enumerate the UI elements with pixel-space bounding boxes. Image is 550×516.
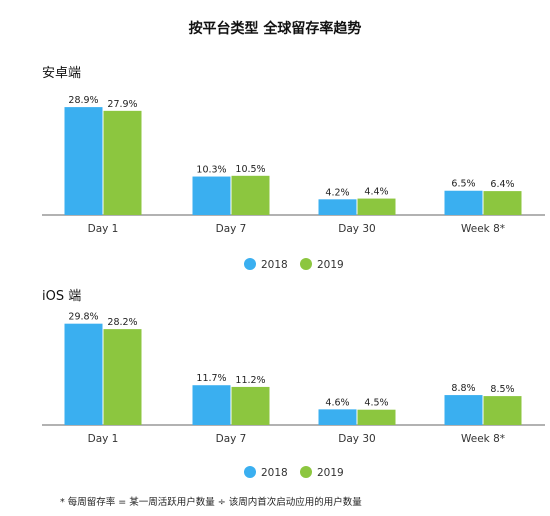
bar-2018-day1 bbox=[64, 107, 103, 215]
bar-2019-day1 bbox=[103, 329, 142, 425]
android-retention-chart: 28.9% 27.9% Day 1 10.3% 10.5% Day 7 4.2% 4.4% Da… bbox=[42, 95, 545, 271]
bar-2019-week8 bbox=[483, 191, 522, 215]
data-label: 8.8% bbox=[451, 383, 475, 394]
data-label: 10.5% bbox=[235, 164, 265, 175]
data-label: 6.4% bbox=[490, 179, 514, 190]
data-label: 4.6% bbox=[325, 397, 349, 408]
bar-2019-week8 bbox=[483, 396, 522, 425]
legend-label-2018: 2018 bbox=[261, 467, 288, 479]
x-tick-label: Day 1 bbox=[88, 433, 119, 445]
bar-2019-day30 bbox=[357, 409, 396, 425]
data-label: 4.5% bbox=[364, 398, 388, 409]
page-title: 按平台类型 全球留存率趋势 bbox=[188, 21, 362, 37]
bar-2019-day7 bbox=[231, 386, 270, 425]
x-tick-label: Day 30 bbox=[338, 433, 375, 445]
bar-2019-day7 bbox=[231, 175, 270, 215]
bar-2019-day30 bbox=[357, 198, 396, 215]
ios-section-label: iOS 端 bbox=[42, 289, 82, 304]
data-label: 11.2% bbox=[235, 375, 265, 386]
bar-2018-day7 bbox=[192, 176, 231, 215]
bar-2018-day7 bbox=[192, 385, 231, 425]
x-tick-label: Week 8* bbox=[461, 433, 505, 445]
x-tick-label: Week 8* bbox=[461, 223, 505, 235]
data-label: 27.9% bbox=[107, 99, 137, 110]
data-label: 11.7% bbox=[196, 373, 226, 384]
bar-2018-day1 bbox=[64, 323, 103, 425]
bar-2018-day30 bbox=[318, 409, 357, 425]
legend-marker-2018 bbox=[244, 258, 256, 270]
data-label: 6.5% bbox=[451, 179, 475, 190]
x-tick-label: Day 7 bbox=[216, 223, 247, 235]
x-tick-label: Day 30 bbox=[338, 223, 375, 235]
legend-label-2019: 2019 bbox=[317, 467, 344, 479]
legend-label-2018: 2018 bbox=[261, 259, 288, 271]
data-label: 4.2% bbox=[325, 187, 349, 198]
bar-2018-day30 bbox=[318, 199, 357, 215]
bar-2018-week8 bbox=[444, 395, 483, 425]
x-tick-label: Day 1 bbox=[88, 223, 119, 235]
legend-marker-2019 bbox=[300, 466, 312, 478]
legend-marker-2018 bbox=[244, 466, 256, 478]
data-label: 8.5% bbox=[490, 384, 514, 395]
bar-2018-week8 bbox=[444, 190, 483, 215]
data-label: 28.9% bbox=[68, 95, 98, 106]
legend-marker-2019 bbox=[300, 258, 312, 270]
bar-2019-day1 bbox=[103, 110, 142, 215]
data-label: 4.4% bbox=[364, 187, 388, 198]
data-label: 29.8% bbox=[68, 312, 98, 323]
android-section-label: 安卓端 bbox=[42, 66, 82, 81]
footnote: * 每周留存率 = 某一周活跃用户数量 ÷ 该周内首次启动应用的用户数量 bbox=[60, 497, 362, 508]
data-label: 28.2% bbox=[107, 317, 137, 328]
data-label: 10.3% bbox=[196, 165, 226, 176]
ios-retention-chart: 29.8% 28.2% Day 1 11.7% 11.2% Day 7 4.6% 4.5% Da… bbox=[42, 312, 545, 479]
legend-label-2019: 2019 bbox=[317, 259, 344, 271]
x-tick-label: Day 7 bbox=[216, 433, 247, 445]
